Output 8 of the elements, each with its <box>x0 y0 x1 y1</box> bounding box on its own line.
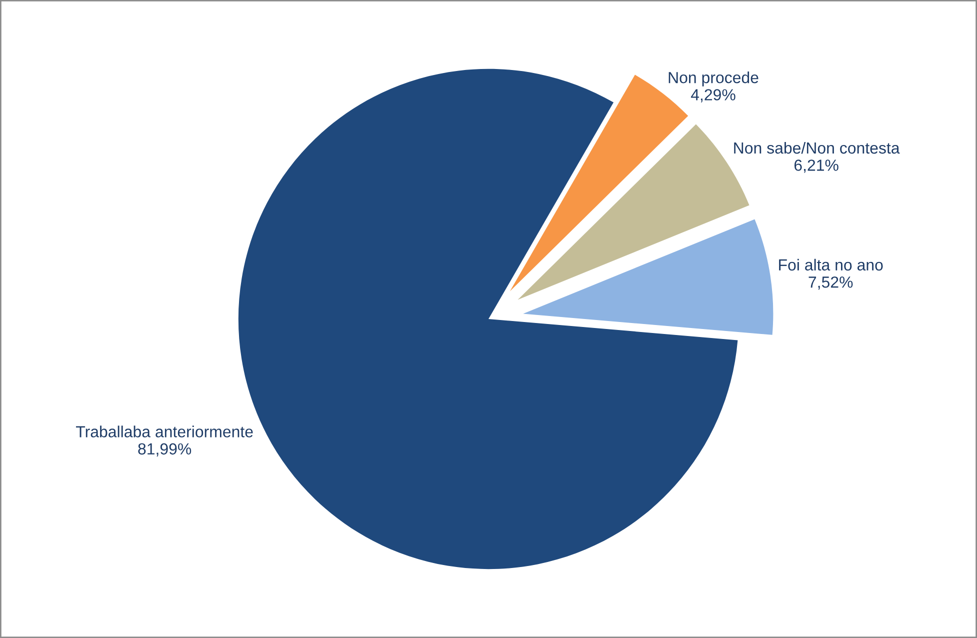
slice-label: Foi alta no ano <box>779 258 883 271</box>
slice-label: Traballaba anteriormente <box>76 426 253 438</box>
data-label: 7,52% <box>808 276 853 290</box>
slice-label: Non procede <box>668 72 758 86</box>
data-label: 4,29% <box>690 89 736 102</box>
data-label: 6,21% <box>794 160 838 173</box>
slice-label: Non sabe/Non contesta <box>734 142 900 154</box>
data-label: 81,99% <box>138 443 192 456</box>
